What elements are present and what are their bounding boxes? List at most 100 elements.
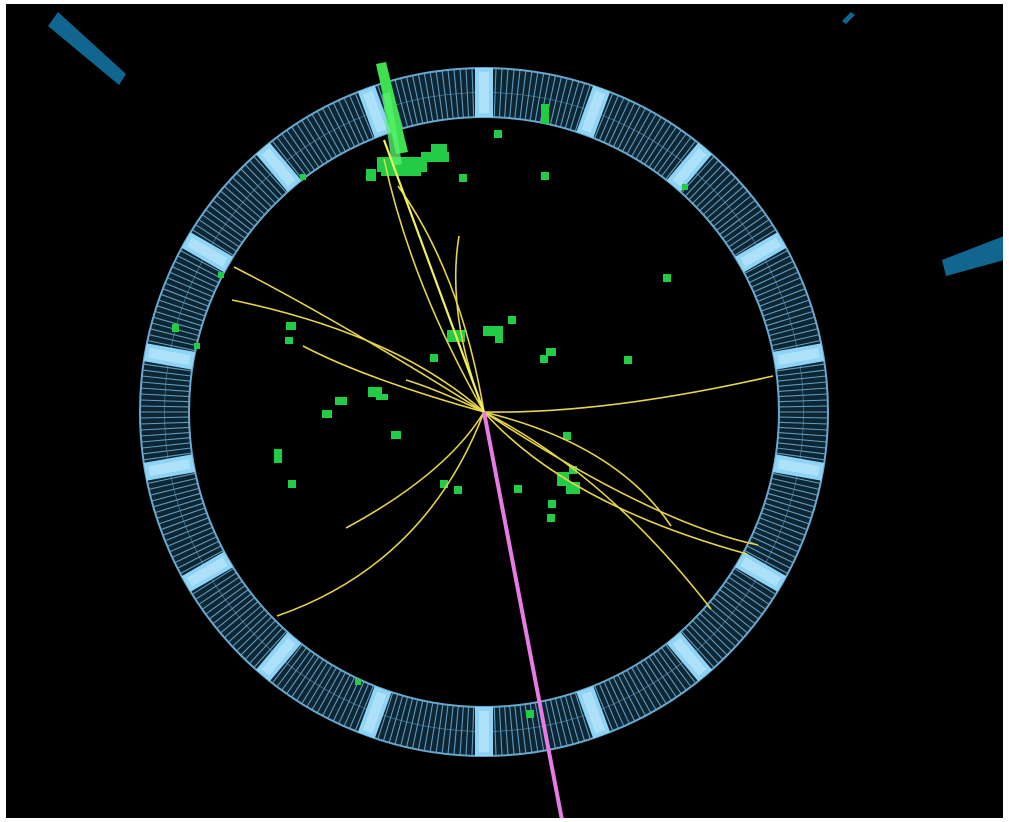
charged-track [483, 375, 774, 413]
energy-deposit [300, 174, 306, 180]
ring-segment-highlight [261, 148, 296, 187]
energy-deposit [288, 480, 296, 488]
ring-segment [181, 551, 234, 592]
ring-segment-highlight [363, 691, 387, 734]
ring-segment-highlight [261, 637, 296, 676]
energy-deposit [194, 343, 200, 349]
ring-segment-highlight [187, 557, 228, 587]
muon-chambers [48, 12, 1003, 276]
calorimeter-ring [139, 67, 829, 757]
ring-segment [357, 686, 392, 739]
ring-segment [255, 632, 302, 682]
event-display-frame [6, 4, 1003, 818]
jet-track [382, 139, 486, 413]
energy-deposit [546, 348, 556, 356]
ring-segment [576, 686, 611, 739]
energy-deposit [274, 449, 282, 463]
energy-deposit [624, 356, 632, 364]
energy-deposit [547, 514, 555, 522]
energy-deposit [286, 322, 296, 330]
ring-segment [772, 454, 825, 481]
charged-track [483, 411, 672, 527]
charged-track [483, 411, 759, 546]
ring-segment-highlight [187, 237, 228, 267]
ring-segment [143, 343, 196, 370]
charged-track [405, 379, 485, 413]
energy-deposit [540, 355, 548, 363]
ring-segment [357, 85, 392, 138]
ring-segment-highlight [148, 348, 191, 366]
charged-track [345, 411, 485, 529]
ring-segment-highlight [581, 691, 605, 734]
ring-segment [255, 142, 302, 192]
charged-track [276, 411, 485, 617]
energy-deposit [663, 274, 671, 282]
ring-segment [772, 343, 825, 370]
energy-deposit [421, 152, 449, 162]
charged-track [233, 266, 485, 413]
energy-deposit [440, 480, 448, 488]
ring-segment-highlight [148, 458, 191, 476]
ring-segment [475, 707, 493, 756]
ring-segment-highlight [479, 72, 489, 113]
charged-track [397, 185, 485, 413]
energy-deposit [381, 164, 421, 176]
energy-deposit [682, 184, 688, 190]
energy-deposit [430, 354, 438, 362]
energy-deposit [541, 104, 549, 124]
ring-segment-highlight [672, 148, 707, 187]
muon-chamber [48, 12, 126, 85]
charged-track [231, 299, 485, 413]
charged-tracks [231, 139, 774, 617]
ring-segment-highlight [581, 90, 605, 133]
energy-deposit [285, 337, 293, 344]
energy-deposit [526, 710, 534, 718]
energy-deposit [366, 169, 376, 181]
ring-segment [475, 68, 493, 117]
ring-segment [181, 232, 234, 273]
ring-segment [576, 85, 611, 138]
missing-energy-line [482, 411, 564, 818]
charged-track [302, 345, 485, 413]
event-display-canvas [48, 12, 1003, 818]
ring-segment-highlight [740, 237, 781, 267]
ring-segment-highlight [363, 90, 387, 133]
energy-deposit [172, 324, 179, 332]
energy-deposit [218, 272, 224, 278]
charged-track [383, 158, 485, 413]
energy-deposit [563, 432, 571, 440]
energy-deposit [495, 335, 503, 343]
energy-deposit [483, 326, 503, 336]
jet-spike-core [382, 92, 402, 166]
energy-deposit [459, 174, 467, 182]
energy-deposit [391, 431, 401, 439]
ring-segment [666, 142, 713, 192]
energy-deposit [376, 394, 388, 400]
energy-deposit [541, 172, 549, 180]
muon-chamber [842, 12, 855, 24]
missing-energy [482, 411, 564, 818]
charged-track [483, 411, 748, 555]
ring-segment-highlight [479, 711, 489, 752]
energy-deposit [431, 144, 447, 152]
ring-segment-highlight [777, 458, 820, 476]
ring-segment-highlight [740, 557, 781, 587]
ring-segment [734, 232, 787, 273]
ring-segment [734, 551, 787, 592]
energy-deposit [508, 316, 516, 324]
muon-chamber [942, 236, 1003, 276]
charged-track [483, 411, 712, 610]
energy-deposit [569, 466, 577, 474]
energy-deposit [454, 486, 462, 494]
ring-segment [143, 454, 196, 481]
energy-deposit [322, 410, 332, 418]
energy-deposit [355, 679, 361, 685]
energy-deposit [368, 387, 382, 397]
energy-deposit [514, 485, 522, 493]
ring-segment-highlight [672, 637, 707, 676]
energy-deposit [548, 500, 556, 508]
ring-segment [666, 632, 713, 682]
ring-segment-highlight [777, 348, 820, 366]
energy-deposit [335, 397, 347, 405]
energy-deposit [494, 130, 502, 138]
